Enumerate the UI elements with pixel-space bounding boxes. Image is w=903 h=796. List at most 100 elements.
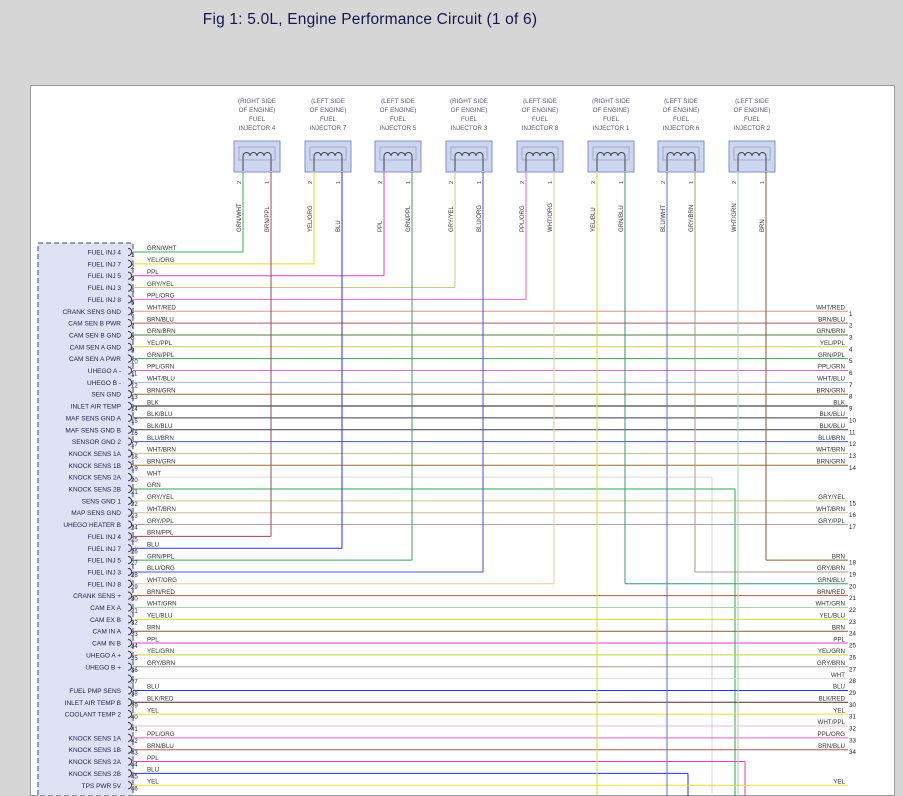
wire-color-label: YEL/BLU <box>591 207 597 232</box>
wire-color-label: BRN/PPL <box>147 530 174 537</box>
injector-caption: OF ENGINE) <box>310 107 347 114</box>
pin-number: 42 <box>131 739 138 745</box>
injector-caption: OF ENGINE) <box>663 107 700 114</box>
pin-socket <box>127 591 133 600</box>
injector-pin-number: 1 <box>265 181 271 184</box>
wire-color-label: BLU/BRN <box>147 435 174 442</box>
wire-color-label: WHT/RED <box>147 304 176 311</box>
wire-color-label: GRN/WHT <box>237 203 243 232</box>
pin-socket <box>127 674 133 683</box>
pin-number: 6 <box>131 312 135 318</box>
right-wire-number: 25 <box>849 643 856 650</box>
pin-number: 14 <box>131 407 138 413</box>
right-wire-number: 10 <box>849 417 856 424</box>
injector-caption: OF ENGINE) <box>734 107 771 114</box>
right-wire-number: 11 <box>849 429 856 436</box>
right-wire-number: 33 <box>849 737 856 744</box>
pin-socket <box>127 354 133 363</box>
pin-socket <box>127 378 133 387</box>
pin-label: CRANK SENS + <box>73 593 121 600</box>
injector-box <box>374 140 422 173</box>
pin-socket <box>127 461 133 470</box>
injector-caption: OF ENGINE) <box>380 107 417 114</box>
pin-socket <box>127 425 133 434</box>
pin-number: 44 <box>131 763 138 769</box>
wire-color-label-right: BRN/GRN <box>816 387 845 394</box>
pin-number: 3 <box>131 277 135 283</box>
wire-color-label: WHT/GRN <box>732 203 738 232</box>
right-wire-number: 21 <box>849 595 856 602</box>
pin-label: KNOCK SENS 2B <box>69 771 121 778</box>
pin-socket <box>127 449 133 458</box>
wire-color-label-right: BLK <box>833 399 846 406</box>
injector-caption: INJECTOR 5 <box>380 125 417 132</box>
wire-color-label-right: YEL/GRN <box>818 648 845 655</box>
injector-coil <box>525 152 555 157</box>
wire-color-label-right: GRN/BLU <box>817 577 845 584</box>
pin-label: FUEL INJ 7 <box>88 546 122 553</box>
pin-socket <box>127 698 133 707</box>
right-wire-number: 14 <box>849 465 856 472</box>
wire-color-label: BRN/RED <box>147 589 175 596</box>
pin-socket <box>127 390 133 399</box>
injector-pin-number: 2 <box>661 181 667 184</box>
wire-color-label-right: WHT/RED <box>816 304 845 311</box>
wire-color-label: WHT/ORG <box>548 203 554 232</box>
injector-caption: INJECTOR 3 <box>451 125 488 132</box>
pin-number: 9 <box>131 348 135 354</box>
pin-label: CRANK SENS GND <box>62 309 121 316</box>
pin-socket <box>127 259 133 268</box>
pin-number: 38 <box>131 691 138 697</box>
wire-color-label-right: BLK/RED <box>819 696 846 703</box>
injector-caption: (LEFT SIDE <box>381 98 415 105</box>
pin-number: 11 <box>131 372 138 378</box>
right-wire-number: 16 <box>849 512 856 519</box>
injector-caption: INJECTOR 7 <box>310 125 347 132</box>
pin-number: 5 <box>131 300 135 306</box>
injector-caption: (LEFT SIDE <box>523 98 557 105</box>
wire-color-label-right: BRN <box>832 553 845 560</box>
wire-color-label-right: BRN/RED <box>817 589 845 596</box>
wire-color-label: YEL/ORG <box>147 257 175 264</box>
pin-number: 19 <box>131 466 138 472</box>
pin-number: 40 <box>131 715 138 721</box>
pin-socket <box>127 650 133 659</box>
pin-number: 32 <box>131 620 138 626</box>
pin-number: 30 <box>131 597 138 603</box>
right-wire-number: 20 <box>849 583 856 590</box>
pin-socket <box>127 508 133 517</box>
pin-number: 17 <box>131 443 138 449</box>
injector-caption: INJECTOR 8 <box>522 125 559 132</box>
right-wire-number: 8 <box>849 394 853 401</box>
right-wire-number: 6 <box>849 370 853 377</box>
injector-box <box>233 140 281 173</box>
injector-pin-number: 1 <box>477 181 483 184</box>
wire-color-label: GRY/YEL <box>147 281 174 288</box>
pin-socket <box>127 366 133 375</box>
pin-socket <box>127 603 133 612</box>
wire-color-label: BLK/RED <box>147 696 174 703</box>
wire-color-label-right: BRN/GRN <box>816 459 845 466</box>
wire-color-label: YEL <box>147 707 159 714</box>
right-wire-number: 5 <box>849 358 853 365</box>
injector-pin-number: 1 <box>336 181 342 184</box>
pin-number: 25 <box>131 537 138 543</box>
wire-color-label: GRN/PPL <box>147 352 175 359</box>
wire-color-label-right: WHT/PPL <box>817 719 845 726</box>
right-wire-number: 4 <box>849 346 853 353</box>
pin-number: 7 <box>131 324 135 330</box>
right-wire-number: 30 <box>849 702 856 709</box>
wire-color-label-right: GRY/BRN <box>817 565 845 572</box>
wire-color-label: BRN/GRN <box>147 387 176 394</box>
pin-label: INLET AIR TEMP <box>71 404 121 411</box>
wire-color-label-right: PPL/GRN <box>818 364 845 371</box>
wire-color-label: BLU <box>336 220 342 232</box>
wire-color-label-right: YEL <box>833 778 845 785</box>
injector-box <box>587 140 635 173</box>
wire-color-label: YEL/GRN <box>147 648 174 655</box>
pin-socket <box>127 781 133 790</box>
injector-caption: (RIGHT SIDE <box>592 98 630 105</box>
wire-color-label-right: WHT/BRN <box>816 506 845 513</box>
wire-color-label-right: BRN/BLU <box>818 743 845 750</box>
pin-socket <box>127 413 133 422</box>
